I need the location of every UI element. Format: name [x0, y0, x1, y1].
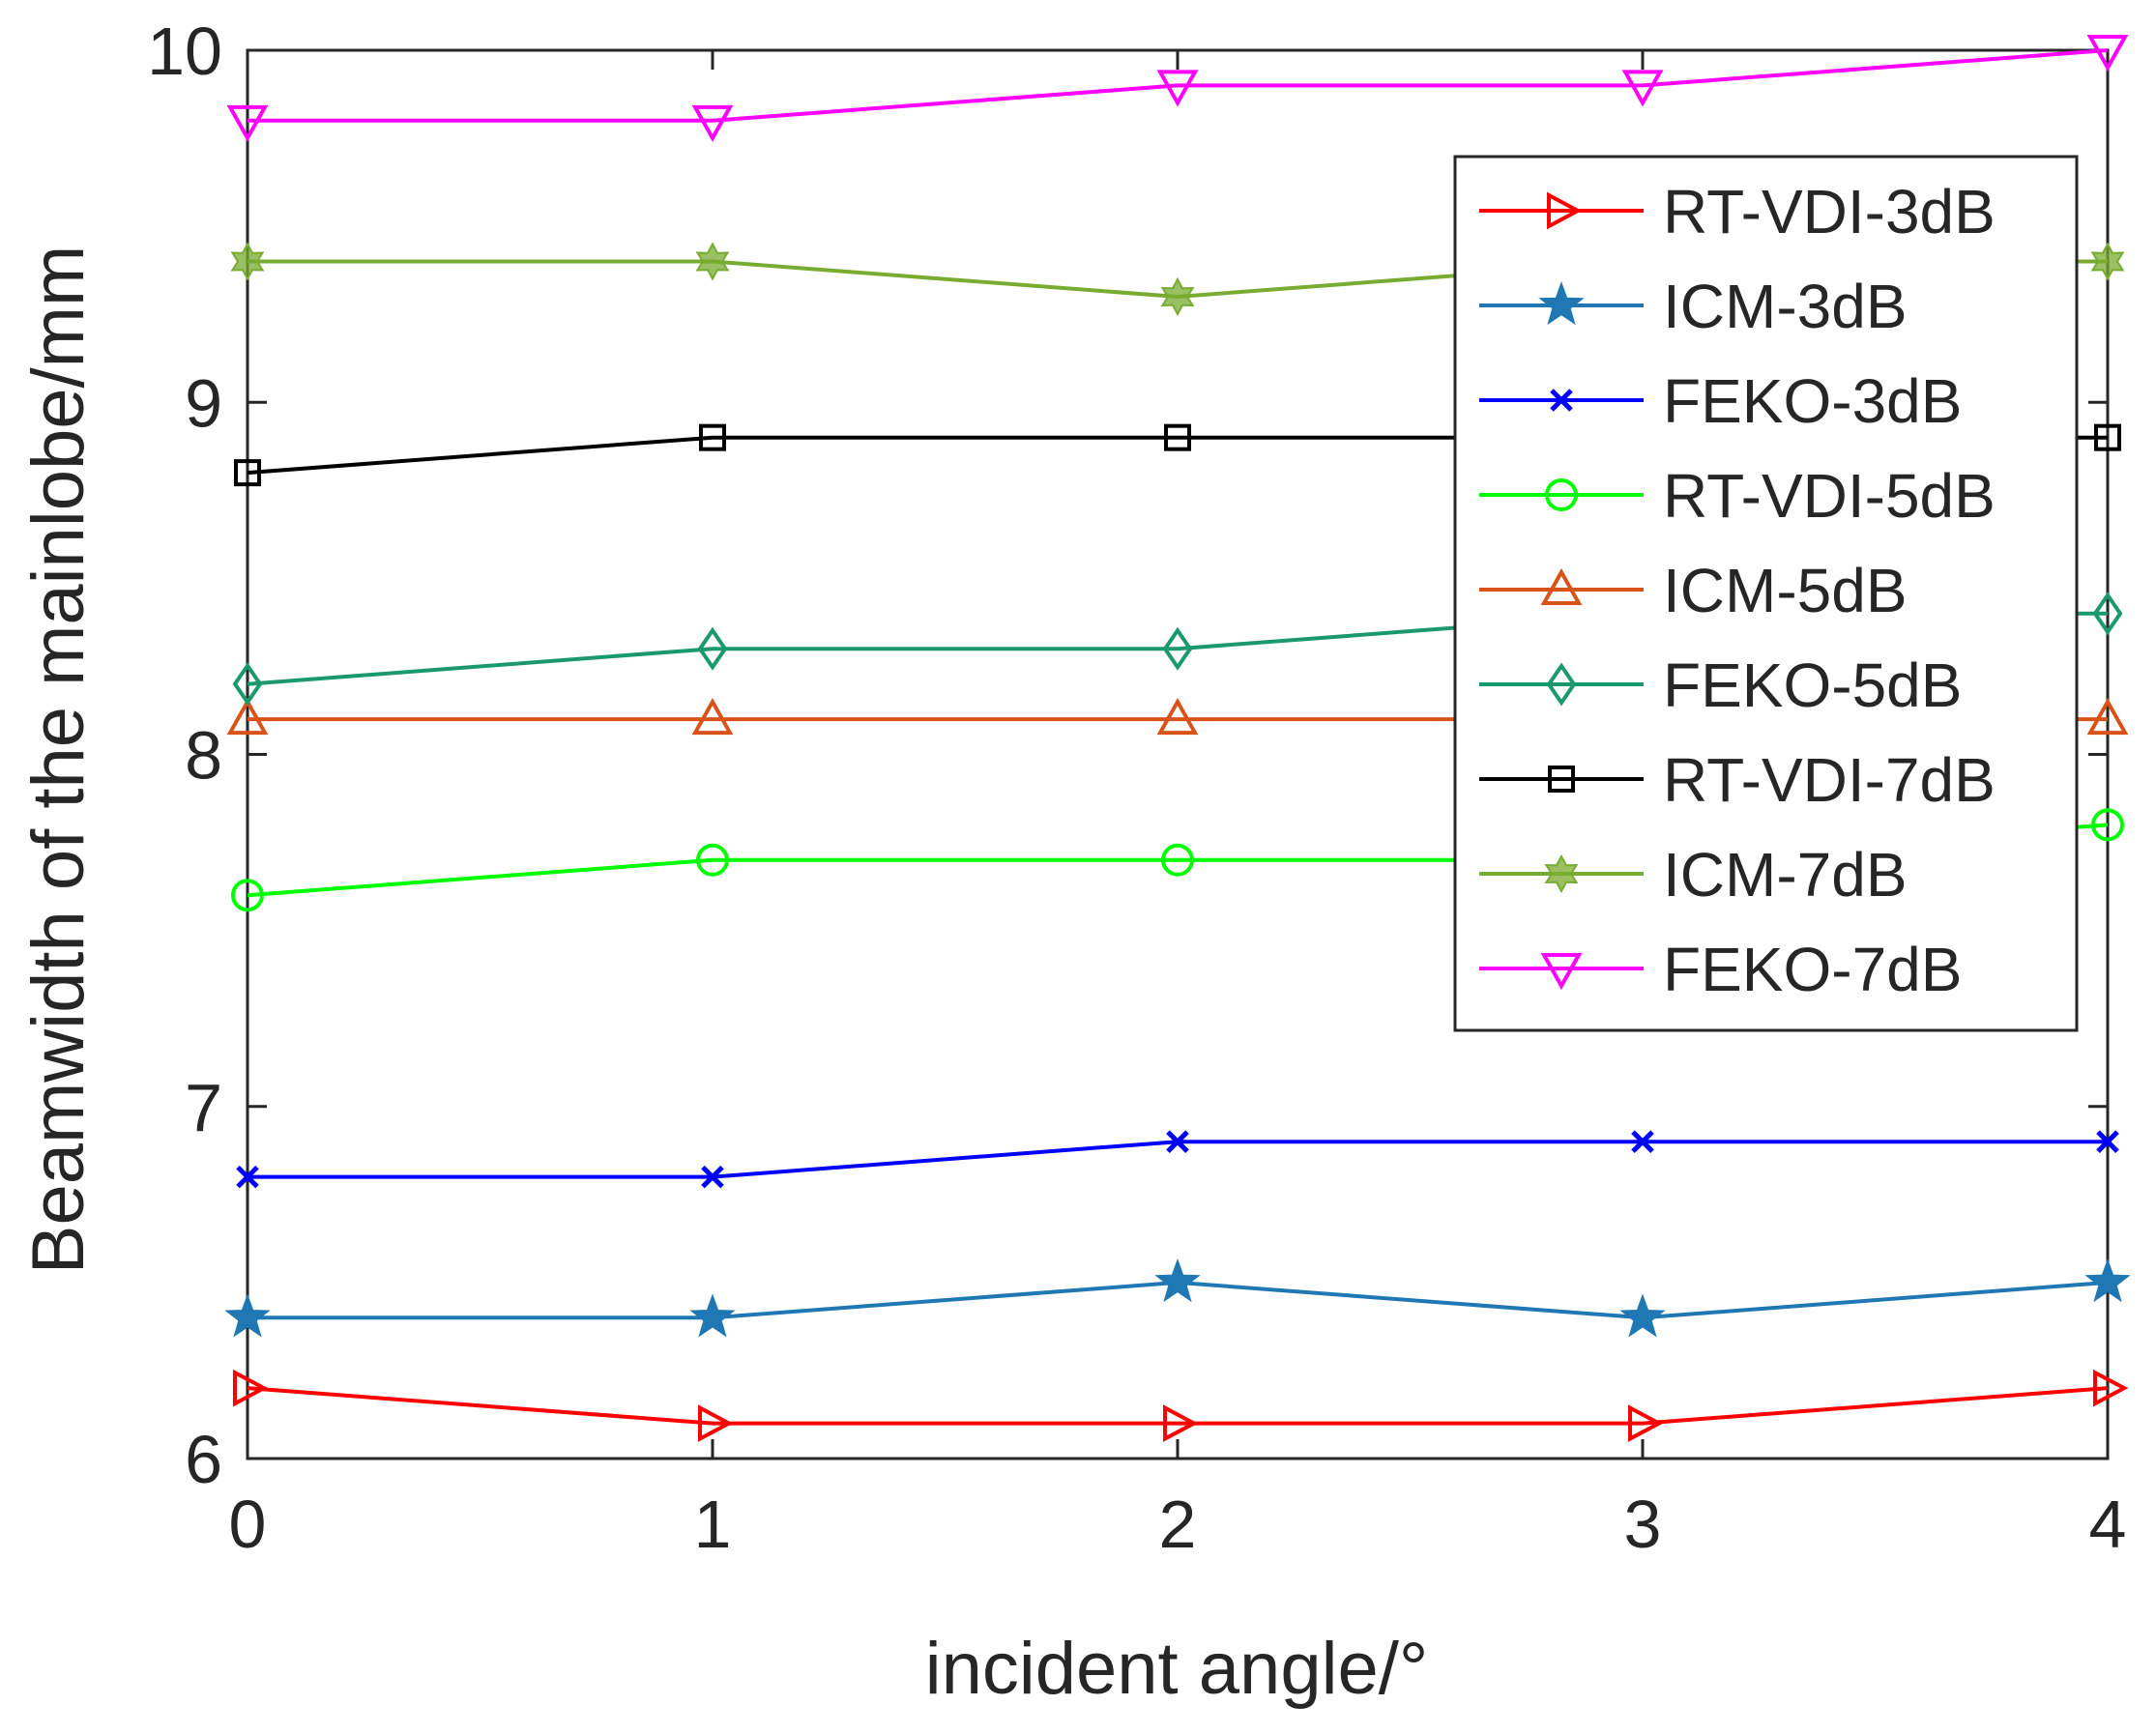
data-point-feko-5db — [232, 662, 263, 707]
y-tick-label: 9 — [185, 365, 222, 441]
marker-stroke — [701, 1165, 724, 1189]
legend-item-icm-5db: ICM-5dB — [1479, 556, 1908, 625]
marker-stroke — [1631, 1130, 1654, 1153]
marker-stroke — [1166, 1130, 1189, 1153]
legend-label: FEKO-5dB — [1663, 650, 1962, 720]
series-icm-3db — [224, 1257, 2131, 1338]
data-point-rt-vdi-5db — [2091, 808, 2124, 842]
legend: RT-VDI-3dB ICM-3dB FEKO-3dB RT-VDI-5dB ICM-5… — [1453, 155, 2079, 1032]
data-point-feko-7db — [2086, 35, 2129, 72]
data-point-rt-vdi-3db — [2093, 1369, 2129, 1407]
data-point-icm-5db — [2086, 697, 2129, 736]
data-point-rt-vdi-5db — [696, 843, 729, 877]
data-point-feko-3db — [2096, 1130, 2119, 1153]
x-tick-label: 4 — [2089, 1487, 2127, 1562]
data-point-feko-3db — [236, 1165, 259, 1189]
series-feko-7db — [226, 35, 2129, 142]
data-point-feko-5db — [1162, 626, 1193, 671]
y-tick-label: 8 — [185, 718, 222, 794]
x-tick-label: 1 — [694, 1487, 732, 1562]
data-point-icm-3db — [689, 1293, 736, 1338]
legend-label: ICM-5dB — [1663, 556, 1908, 625]
x-tick-label: 3 — [1624, 1487, 1662, 1562]
data-point-icm-5db — [1156, 697, 1199, 736]
data-point-icm-3db — [224, 1293, 271, 1338]
legend-marker — [1540, 567, 1583, 605]
data-point-icm-7db — [2090, 242, 2125, 281]
legend-marker — [1550, 389, 1573, 412]
legend-item-icm-3db: ICM-3dB — [1479, 272, 1908, 341]
data-point-rt-vdi-7db — [699, 423, 726, 451]
legend-marker — [1540, 953, 1583, 991]
data-point-icm-5db — [226, 697, 269, 736]
legend-label: ICM-7dB — [1663, 840, 1908, 910]
legend-item-rt-vdi-5db: RT-VDI-5dB — [1479, 461, 1996, 531]
x-axis: 0 1 2 3 4 — [229, 50, 2127, 1562]
y-tick-label: 10 — [147, 14, 222, 89]
y-axis: 6 7 8 9 10 — [147, 14, 2108, 1497]
data-point-rt-vdi-3db — [698, 1404, 734, 1442]
legend-marker — [1547, 191, 1583, 230]
data-point-icm-5db — [691, 697, 734, 736]
data-point-icm-7db — [230, 242, 265, 281]
data-point-feko-3db — [1631, 1130, 1654, 1153]
legend-item-feko-3db: FEKO-3dB — [1479, 366, 1962, 436]
data-point-feko-7db — [691, 104, 734, 142]
data-point-feko-7db — [1621, 70, 1664, 107]
series-line-rt-vdi-3db — [247, 1386, 2109, 1426]
legend-label: RT-VDI-5dB — [1663, 461, 1996, 531]
marker-stroke — [1550, 389, 1573, 412]
data-point-feko-5db — [2092, 592, 2123, 636]
y-tick-label: 7 — [185, 1070, 222, 1145]
y-axis-label: Beamwidth of the mainlobe/mm — [17, 246, 100, 1274]
data-point-rt-vdi-5db — [1161, 843, 1194, 877]
legend-label: ICM-3dB — [1663, 272, 1908, 341]
legend-item-rt-vdi-7db: RT-VDI-7dB — [1479, 745, 1996, 815]
data-point-icm-7db — [695, 242, 730, 281]
data-point-feko-3db — [701, 1165, 724, 1189]
series-rt-vdi-3db — [233, 1369, 2129, 1442]
legend-item-icm-7db: ICM-7dB — [1479, 840, 1908, 910]
legend-label: FEKO-7dB — [1663, 935, 1962, 1004]
marker-stroke — [236, 1165, 259, 1189]
data-point-rt-vdi-7db — [2094, 423, 2121, 451]
x-axis-label: incident angle/° — [925, 1628, 1429, 1710]
legend-label: RT-VDI-3dB — [1663, 177, 1996, 246]
series-feko-3db — [236, 1130, 2119, 1189]
data-point-rt-vdi-3db — [1163, 1404, 1199, 1442]
y-tick-label: 6 — [185, 1422, 222, 1497]
data-point-feko-3db — [1166, 1130, 1189, 1153]
legend-marker — [1544, 853, 1579, 894]
legend-marker — [1545, 478, 1578, 511]
data-point-rt-vdi-7db — [234, 459, 261, 487]
data-point-rt-vdi-3db — [233, 1369, 269, 1407]
data-point-feko-5db — [697, 626, 728, 671]
data-point-icm-3db — [2084, 1257, 2131, 1303]
legend-label: FEKO-3dB — [1663, 366, 1962, 436]
data-point-rt-vdi-3db — [1628, 1404, 1664, 1442]
data-point-rt-vdi-5db — [231, 879, 264, 912]
series-line-feko-7db — [248, 48, 2109, 123]
legend-marker — [1548, 766, 1575, 793]
legend-item-rt-vdi-3db: RT-VDI-3dB — [1479, 177, 1996, 246]
x-tick-label: 0 — [229, 1487, 267, 1562]
data-point-feko-7db — [226, 104, 269, 142]
legend-marker — [1538, 281, 1585, 326]
data-point-rt-vdi-7db — [1164, 423, 1191, 451]
legend-label: RT-VDI-7dB — [1663, 745, 1996, 815]
data-point-icm-7db — [1160, 276, 1195, 317]
legend-item-feko-7db: FEKO-7dB — [1479, 935, 1962, 1004]
data-point-icm-3db — [1154, 1257, 1201, 1303]
x-tick-label: 2 — [1159, 1487, 1197, 1562]
marker-stroke — [2096, 1130, 2119, 1153]
legend-item-feko-5db: FEKO-5dB — [1479, 650, 1962, 720]
data-point-feko-7db — [1156, 70, 1199, 107]
legend-marker — [1546, 662, 1577, 707]
data-point-icm-3db — [1619, 1293, 1666, 1338]
